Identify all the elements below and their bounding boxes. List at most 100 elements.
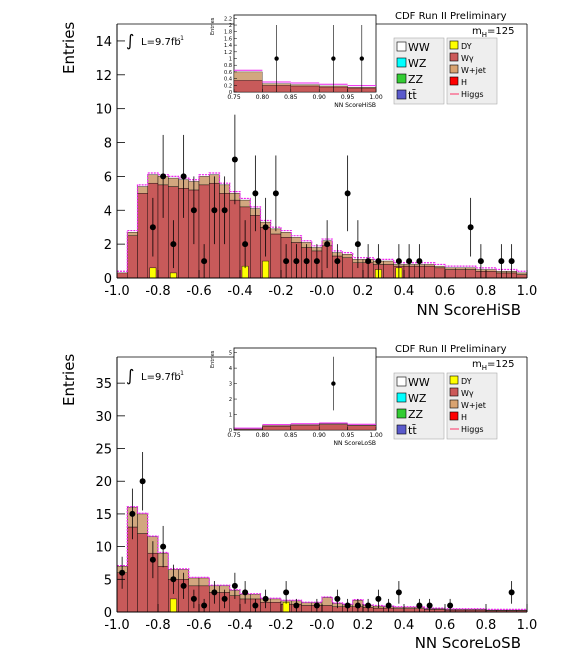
inset-y-title: Entries: [210, 350, 216, 368]
bar-wjet: [476, 609, 486, 610]
data-point: [355, 602, 361, 608]
data-point: [365, 258, 371, 264]
data-point: [355, 241, 361, 247]
data-point: [304, 258, 310, 264]
inset-y-tick-label: 1: [229, 413, 232, 419]
inset-y-tick-label: 4: [229, 366, 232, 372]
data-point: [160, 544, 166, 550]
legend-swatch: [450, 65, 458, 73]
y-tick-label: 25: [95, 443, 112, 458]
data-point: [201, 258, 207, 264]
x-tick-label: -0.0: [309, 618, 334, 633]
x-axis-title-top: NN ScoreHiSB: [417, 301, 521, 319]
x-tick-label: -0.6: [186, 618, 211, 633]
data-point: [324, 241, 330, 247]
bar-wgamma: [373, 608, 383, 612]
inset-bar-wjet: [234, 72, 262, 80]
x-tick-label: -0.4: [227, 284, 252, 299]
x-tick-label: -0.2: [268, 618, 293, 633]
legend-label: H: [461, 78, 467, 87]
legend-label: ZZ: [408, 73, 424, 86]
x-tick-label: -0.8: [145, 618, 170, 633]
inset-frame: [234, 348, 376, 430]
data-point: [242, 589, 248, 595]
data-point: [365, 602, 371, 608]
inset-bar-wgamma: [234, 80, 262, 92]
legend-swatch: [397, 393, 406, 402]
bar-wjet: [455, 609, 465, 610]
x-tick-label: -1.0: [104, 618, 129, 633]
inset-bar-wjet: [319, 424, 347, 425]
legend-label: Higgs: [461, 90, 484, 99]
x-tick-label: 0.4: [394, 284, 415, 299]
bar-wgamma: [384, 264, 394, 278]
bar-wgamma: [517, 275, 527, 278]
bar-wjet: [281, 232, 291, 237]
bar-wgamma: [425, 266, 435, 278]
lumi-text: L=9.7fb: [141, 372, 181, 383]
mass-label-bottom: mH=125: [472, 359, 514, 372]
data-point: [416, 258, 422, 264]
y-tick-label: 30: [95, 410, 112, 425]
lumi-label-top: ∫ L=9.7fb -1: [126, 31, 184, 50]
bar-wjet: [199, 176, 209, 184]
bar-wjet: [445, 268, 455, 270]
bar-wjet: [138, 514, 148, 534]
legend-swatch: [450, 41, 458, 49]
y-tick-label: 12: [95, 69, 112, 84]
legend-label: tt̄: [408, 424, 417, 437]
bar-wgamma: [117, 273, 127, 278]
bar-dy: [263, 261, 269, 278]
inset-x-tick-label: 0.80: [256, 432, 270, 439]
inset-y-tick-label: 1.6: [224, 36, 232, 42]
data-point: [263, 224, 269, 230]
data-point: [170, 241, 176, 247]
inset-y-tick-label: 3: [229, 382, 232, 388]
bar-wgamma: [127, 236, 137, 278]
bar-wjet: [466, 609, 476, 610]
x-tick-label: 0.8: [476, 284, 497, 299]
data-point: [150, 224, 156, 230]
inset-bar-wjet: [291, 425, 319, 426]
legend-label: DY: [461, 42, 472, 51]
svg-text:mH=125: mH=125: [472, 359, 514, 372]
legend-swatch: [397, 58, 406, 67]
data-point: [211, 207, 217, 213]
inset-x-tick-label: 1.00: [369, 94, 383, 101]
bar-wjet: [127, 232, 137, 235]
x-tick-label: 0.8: [476, 618, 497, 633]
bar-dy: [170, 273, 176, 278]
bar-wgamma: [322, 605, 332, 612]
data-point: [252, 602, 258, 608]
x-tick-label: 0.6: [435, 284, 456, 299]
bar-wjet: [250, 594, 260, 599]
bar-wjet: [322, 598, 332, 606]
svg-text:mH=125: mH=125: [472, 26, 514, 39]
inset-y-tick-label: 0.4: [224, 77, 232, 83]
inset-y-tick-label: 2: [229, 23, 232, 29]
figure-header-top: CDF Run II Preliminary: [395, 11, 507, 22]
data-point: [170, 576, 176, 582]
inset-data-point: [360, 56, 364, 60]
legend-swatch: [397, 74, 406, 83]
data-point: [119, 570, 125, 576]
x-tick-label: -1.0: [104, 284, 129, 299]
legend-label: WZ: [408, 57, 427, 70]
bar-wjet: [517, 273, 527, 275]
bar-wjet: [199, 578, 209, 586]
bar-wjet: [517, 610, 527, 611]
inset-y-title: Entries: [210, 17, 216, 35]
legend-swatch: [397, 90, 406, 99]
data-point: [283, 258, 289, 264]
x-tick-label: -0.6: [186, 284, 211, 299]
bar-wjet: [435, 266, 445, 268]
inset-x-title: NN ScoreLoSB: [333, 440, 376, 447]
bar-wgamma: [158, 566, 168, 612]
legend-label: DY: [461, 377, 472, 386]
x-tick-label: -0.2: [268, 284, 293, 299]
data-point: [478, 258, 484, 264]
integral-symbol: ∫: [126, 366, 134, 385]
